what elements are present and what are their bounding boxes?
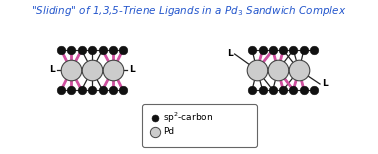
Point [275, 69, 281, 71]
Point [68, 69, 74, 71]
Point [249, 89, 255, 91]
Point [290, 89, 296, 91]
Point [280, 89, 286, 91]
Point [270, 89, 276, 91]
Point [254, 69, 260, 71]
Point [110, 69, 116, 71]
Point [68, 49, 74, 51]
Point [260, 49, 266, 51]
Point [110, 89, 116, 91]
Point [99, 89, 105, 91]
Text: Pd: Pd [163, 128, 174, 136]
Point [89, 49, 95, 51]
Point [79, 89, 85, 91]
Point [99, 49, 105, 51]
Text: L: L [227, 49, 232, 59]
FancyBboxPatch shape [143, 105, 257, 148]
Point [301, 49, 307, 51]
Point [311, 89, 318, 91]
Point [296, 69, 302, 71]
Text: L: L [129, 65, 135, 75]
Point [152, 117, 158, 119]
Point [58, 49, 64, 51]
Point [311, 49, 318, 51]
Point [89, 69, 95, 71]
Point [79, 49, 85, 51]
Text: L: L [322, 79, 328, 89]
Point [301, 89, 307, 91]
Point [120, 89, 126, 91]
Text: L: L [49, 65, 55, 75]
Point [290, 49, 296, 51]
Point [110, 49, 116, 51]
Point [58, 89, 64, 91]
Point [120, 49, 126, 51]
Text: sp$^2$-carbon: sp$^2$-carbon [163, 111, 213, 125]
Point [249, 49, 255, 51]
Text: "Sliding" of 1,3,5-Triene Ligands in a Pd$_3$ Sandwich Complex: "Sliding" of 1,3,5-Triene Ligands in a P… [31, 4, 347, 18]
Point [280, 49, 286, 51]
Point [89, 89, 95, 91]
Point [260, 89, 266, 91]
Point [68, 89, 74, 91]
Point [152, 131, 158, 133]
Point [270, 49, 276, 51]
